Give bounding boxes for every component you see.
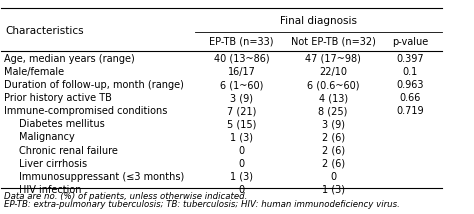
Text: 3 (9): 3 (9)	[230, 93, 253, 103]
Text: Data are no. (%) of patients, unless otherwise indicated.: Data are no. (%) of patients, unless oth…	[4, 192, 247, 201]
Text: 22/10: 22/10	[319, 67, 347, 77]
Text: Not EP-TB (n=32): Not EP-TB (n=32)	[291, 37, 375, 46]
Text: 6 (1~60): 6 (1~60)	[220, 80, 264, 90]
Text: 3 (9): 3 (9)	[322, 119, 345, 129]
Text: 8 (25): 8 (25)	[319, 106, 348, 116]
Text: 0: 0	[330, 172, 336, 182]
Text: 7 (21): 7 (21)	[227, 106, 256, 116]
Text: 0: 0	[238, 146, 245, 156]
Text: 2 (6): 2 (6)	[321, 159, 345, 169]
Text: Immune-compromised conditions: Immune-compromised conditions	[4, 106, 167, 116]
Text: Diabetes mellitus: Diabetes mellitus	[19, 119, 105, 129]
Text: 0.963: 0.963	[397, 80, 424, 90]
Text: 16/17: 16/17	[228, 67, 255, 77]
Text: 4 (13): 4 (13)	[319, 93, 348, 103]
Text: Male/female: Male/female	[4, 67, 64, 77]
Text: 0: 0	[238, 185, 245, 195]
Text: 40 (13~86): 40 (13~86)	[214, 54, 270, 64]
Text: 0.397: 0.397	[396, 54, 424, 64]
Text: 1 (3): 1 (3)	[322, 185, 345, 195]
Text: EP-TB (n=33): EP-TB (n=33)	[210, 37, 274, 46]
Text: HIV infection: HIV infection	[19, 185, 82, 195]
Text: 2 (6): 2 (6)	[321, 132, 345, 143]
Text: 0.66: 0.66	[400, 93, 421, 103]
Text: 2 (6): 2 (6)	[321, 146, 345, 156]
Text: Malignancy: Malignancy	[19, 132, 75, 143]
Text: Prior history active TB: Prior history active TB	[4, 93, 111, 103]
Text: Liver cirrhosis: Liver cirrhosis	[19, 159, 87, 169]
Text: 5 (15): 5 (15)	[227, 119, 256, 129]
Text: Age, median years (range): Age, median years (range)	[4, 54, 134, 64]
Text: Final diagnosis: Final diagnosis	[280, 16, 357, 27]
Text: Chronic renal failure: Chronic renal failure	[19, 146, 118, 156]
Text: 0.1: 0.1	[402, 67, 418, 77]
Text: Duration of follow-up, month (range): Duration of follow-up, month (range)	[4, 80, 183, 90]
Text: Characteristics: Characteristics	[6, 27, 84, 37]
Text: 47 (17~98): 47 (17~98)	[305, 54, 361, 64]
Text: Immunosuppressant (≤3 months): Immunosuppressant (≤3 months)	[19, 172, 184, 182]
Text: 1 (3): 1 (3)	[230, 132, 253, 143]
Text: EP-TB: extra-pulmonary tuberculosis; TB: tuberculosis; HIV: human immunodeficien: EP-TB: extra-pulmonary tuberculosis; TB:…	[4, 200, 400, 209]
Text: 1 (3): 1 (3)	[230, 172, 253, 182]
Text: 6 (0.6~60): 6 (0.6~60)	[307, 80, 359, 90]
Text: 0.719: 0.719	[396, 106, 424, 116]
Text: 0: 0	[238, 159, 245, 169]
Text: p-value: p-value	[392, 37, 428, 46]
